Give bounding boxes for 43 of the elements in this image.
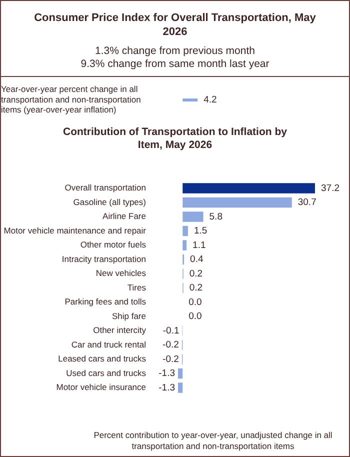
data-label: 0.0 [188, 296, 202, 308]
data-label: -1.3 [158, 382, 175, 394]
chart-title: Consumer Price Index for Overall Transportation, May 2026 [33, 11, 317, 39]
data-label: 1.5 [194, 226, 208, 237]
bar [182, 212, 204, 222]
y-tick-label: Tires [127, 282, 146, 292]
data-label: -0.2 [162, 354, 179, 365]
data-label: 37.2 [321, 182, 340, 194]
chart-title: Contribution of Transportation to Inflation by Item, May 2026 [62, 126, 288, 152]
data-label: 0.2 [189, 268, 203, 280]
data-label: 0.2 [189, 282, 203, 294]
data-label: 1.1 [192, 240, 206, 251]
y-tick-label: Ship fare [112, 310, 146, 321]
data-label: -0.1 [162, 325, 180, 336]
y-tick-label: Motor vehicle maintenance and repair [4, 225, 146, 236]
data-label: 4.2 [204, 94, 217, 106]
y-tick-label: Car and truck rental [71, 339, 146, 350]
y-tick-label: Other motor fuels [80, 240, 146, 250]
data-label: 0.4 [190, 254, 204, 266]
y-tick-label: Other intercity [93, 325, 147, 336]
y-tick-label: Parking fees and tolls [64, 296, 146, 307]
y-tick-label: New vehicles [96, 268, 146, 278]
data-label: 5.8 [209, 211, 222, 222]
y-tick-label: Overall transportation [64, 182, 146, 193]
y-tick-label: Gasoline (all types) [73, 196, 146, 207]
y-tick-label: Airline Fare [102, 211, 146, 222]
y-tick-label: Used cars and trucks [66, 368, 146, 378]
y-tick-label: Year-over-year percent change in all transportation and non-transportation items (year-over-year inflation) [1, 84, 142, 115]
data-label: -1.3 [158, 368, 175, 380]
bar [178, 382, 183, 393]
chart-subtitle: 1.3% change from previous month 9.3% change from same month last year [80, 45, 270, 71]
y-tick-label: Leased cars and trucks [58, 354, 146, 364]
y-tick-label: Motor vehicle insurance [56, 382, 146, 392]
y-tick-label: Intracity transportation [62, 254, 146, 264]
data-label: 0.0 [188, 311, 202, 322]
text: Percent contribution to year-over-year, unadjusted change in all transportation and non-transportation items [92, 430, 334, 452]
bar [182, 240, 187, 250]
bar [178, 368, 183, 379]
bar [182, 183, 315, 194]
data-label: 30.7 [298, 197, 316, 208]
data-label: -0.2 [162, 340, 179, 351]
bar [182, 226, 188, 236]
bar [182, 197, 292, 208]
